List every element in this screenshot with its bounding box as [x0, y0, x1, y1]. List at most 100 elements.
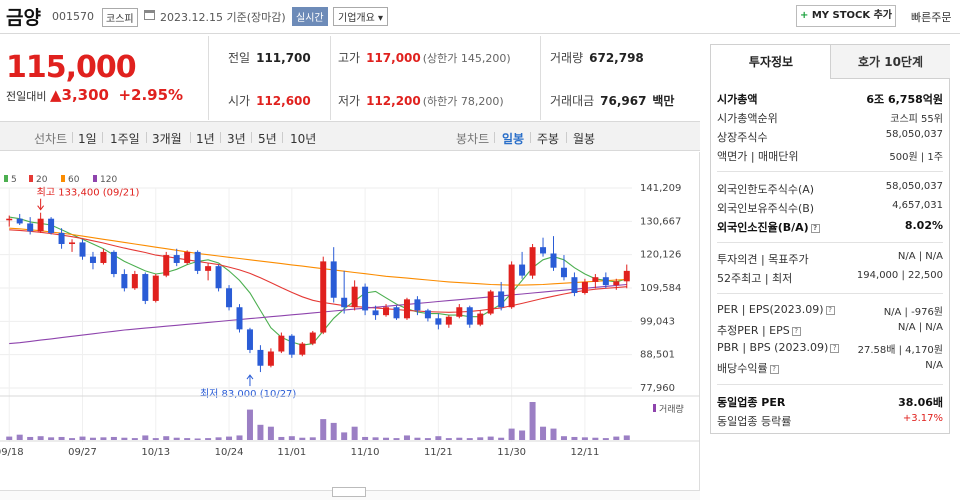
divider [717, 242, 943, 243]
divider [251, 132, 252, 143]
quick-order-button[interactable]: 빠른주문 [911, 11, 952, 24]
tab-order-book[interactable]: 호가 10단계 [830, 45, 950, 79]
quote-label: 시가 [228, 94, 251, 108]
info-row-foreign-hold: 외국인보유주식수(B) 4,657,031 [717, 200, 943, 218]
candle-body [414, 299, 421, 311]
volume-bar [403, 435, 410, 440]
volume-bar [309, 437, 316, 440]
help-icon[interactable]: ? [791, 327, 801, 336]
info-value: 58,050,037 [885, 129, 943, 140]
info-value: 27.58배 | 4,170원 [857, 345, 943, 356]
candle-body [320, 261, 327, 333]
volume-bar [288, 436, 295, 440]
tab-monthly[interactable]: 월봉 [573, 132, 596, 146]
quote-value: 111,700 [256, 51, 311, 65]
candle-body [58, 232, 65, 244]
info-label: 상장주식수 [717, 131, 768, 144]
candle-body [571, 277, 578, 294]
candle-body [100, 251, 107, 263]
info-row-sector-rate[interactable]: 동일업종 등락률 +3.17% [717, 413, 943, 431]
base-date: 2023.12.15 기준(장마감) [160, 11, 286, 24]
corp-info-dropdown[interactable]: 기업개요 ▾ [333, 7, 388, 26]
volume-bar [571, 436, 578, 440]
volume-bar [48, 437, 55, 440]
divider [566, 132, 567, 143]
tab-daily[interactable]: 일봉 [502, 132, 525, 146]
ma-line-ma5 [9, 216, 627, 346]
info-row-sector-per[interactable]: 동일업종 PER 38.06배 [717, 394, 943, 412]
y-tick-label: 99,043 [640, 316, 675, 327]
candle-body [529, 247, 536, 276]
ma-line-ma20 [9, 229, 627, 313]
info-label: 외국인한도주식수(A) [717, 183, 815, 196]
volume-bar [246, 409, 253, 440]
help-icon[interactable]: ? [810, 224, 820, 233]
candle-body [519, 264, 526, 276]
divider [220, 132, 221, 143]
x-tick-label: 11/30 [497, 447, 526, 458]
line-chart-label: 선차트 [34, 132, 68, 146]
quote-label: 고가 [338, 51, 361, 65]
divider [102, 132, 103, 143]
help-icon[interactable]: ? [769, 365, 779, 374]
candle-body [487, 291, 494, 314]
scroll-handle[interactable] [332, 487, 366, 497]
tab-1w[interactable]: 1주일 [110, 132, 140, 146]
my-stock-add-button[interactable]: + MY STOCK 추가 [796, 5, 896, 27]
info-label: 동일업종 등락률 [717, 415, 792, 428]
candle-body [173, 255, 180, 263]
chart-scroll-bar[interactable] [0, 487, 700, 500]
candle-body [246, 329, 253, 350]
candle-body [445, 316, 452, 325]
realtime-button[interactable]: 실시간 [292, 7, 328, 26]
info-row-per: PER | EPS(2023.09)? N/A | -976원 [717, 303, 943, 321]
tab-1y[interactable]: 1년 [196, 132, 215, 146]
volume-bar [89, 437, 96, 440]
tab-3y[interactable]: 3년 [227, 132, 246, 146]
tab-weekly[interactable]: 주봉 [537, 132, 560, 146]
candle-body [560, 267, 567, 278]
info-value: N/A | N/A [897, 251, 943, 262]
volume-bar [330, 422, 337, 440]
info-value: 코스피 55위 [890, 114, 943, 125]
y-tick-label: 120,126 [640, 250, 681, 261]
volume-bar [131, 438, 138, 440]
candle-body [267, 351, 274, 366]
candle-body [257, 349, 264, 366]
tab-1d[interactable]: 1일 [78, 132, 97, 146]
quote-low: 저가 112,200 (하한가 78,200) [338, 92, 504, 109]
volume-bar [508, 428, 515, 440]
divider [146, 132, 147, 143]
tab-investment-info[interactable]: 투자정보 [711, 45, 831, 79]
info-label-text: PBR | BPS (2023.09) [717, 341, 829, 354]
tab-5y[interactable]: 5년 [258, 132, 277, 146]
volume-bar [278, 436, 285, 440]
legend-swatch [93, 175, 97, 182]
info-value: N/A | -976원 [883, 307, 943, 318]
candle-chart-label: 봉차트 [456, 132, 490, 146]
candle-body [592, 277, 599, 282]
ma-line-ma120 [9, 283, 627, 345]
info-value: N/A | N/A [897, 322, 943, 333]
quote-value: 112,200 [366, 94, 421, 108]
tab-3m[interactable]: 3개월 [152, 132, 182, 146]
help-icon[interactable]: ? [825, 306, 835, 315]
info-value: 58,050,037 [885, 181, 943, 192]
chart-period-tabs: 선차트 1일 1주일 3개월 1년 3년 5년 10년 봉차트 일봉 주봉 월봉 [0, 121, 700, 151]
info-label: 배당수익률? [717, 360, 779, 376]
candle-body [299, 343, 306, 355]
info-row-cap-rank[interactable]: 시가총액순위 코스피 55위 [717, 110, 943, 128]
divider [717, 171, 943, 172]
info-label: 액면가 | 매매단위 [717, 150, 799, 163]
info-row-opinion: 투자의견 | 목표주가 N/A | N/A [717, 251, 943, 269]
volume-bar [498, 437, 505, 440]
volume-bar [560, 436, 567, 440]
quote-label: 거래대금 [550, 94, 595, 108]
candle-body [362, 286, 369, 311]
volume-bar [383, 437, 390, 440]
help-icon[interactable]: ? [830, 344, 840, 353]
quote-amount: 거래대금 76,967 백만 [550, 92, 674, 109]
tab-10y[interactable]: 10년 [290, 132, 317, 146]
volume-bar [37, 436, 44, 440]
stock-chart[interactable]: 5 20 60 120 141,209 130,667 120,126 109,584 99,0… [0, 152, 700, 490]
